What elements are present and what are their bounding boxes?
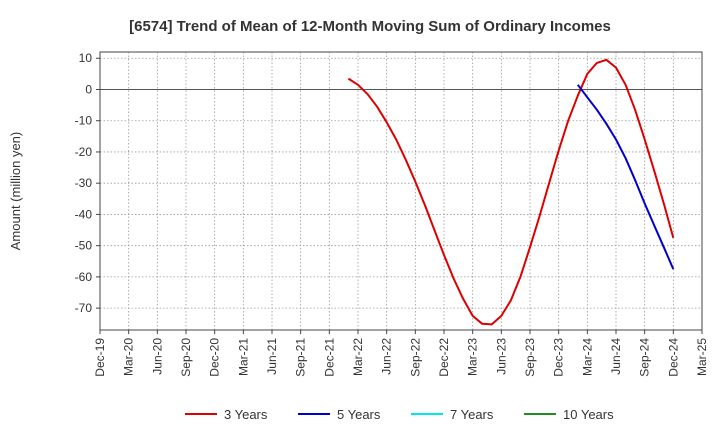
legend-label: 7 Years	[450, 407, 494, 422]
x-tick-label: Mar-24	[580, 338, 594, 376]
x-tick-label: Jun-24	[609, 338, 623, 375]
x-tick-label: Jun-23	[494, 338, 508, 375]
y-tick-label: -60	[75, 270, 93, 284]
x-tick-label: Dec-23	[552, 338, 566, 377]
x-tick-label: Dec-22	[437, 338, 451, 377]
legend-item-3-years: 3 Years	[185, 407, 268, 422]
x-tick-label: Dec-21	[322, 338, 336, 377]
x-tick-label: Mar-22	[351, 338, 365, 376]
legend-item-10-years: 10 Years	[524, 407, 614, 422]
y-tick-label: -20	[75, 145, 93, 159]
y-tick-label: -10	[75, 114, 93, 128]
legend-label: 3 Years	[224, 407, 268, 422]
plot-border	[99, 51, 703, 331]
legend-item-5-years: 5 Years	[298, 407, 381, 422]
y-tick-label: -40	[75, 207, 93, 221]
legend-label: 10 Years	[563, 407, 614, 422]
legend-item-7-years: 7 Years	[411, 407, 494, 422]
x-tick-label: Dec-19	[93, 338, 107, 377]
x-tick-label: Mar-21	[236, 338, 250, 376]
series-lines	[347, 58, 675, 326]
y-tick-label: -50	[75, 239, 93, 253]
y-tick-label: 10	[79, 51, 93, 65]
x-tick-label: Sep-20	[179, 338, 193, 377]
x-tick-label: Sep-23	[523, 338, 537, 377]
x-tick-label: Sep-24	[638, 338, 652, 377]
x-tick-label: Sep-22	[408, 338, 422, 377]
x-tick-label: Jun-21	[265, 338, 279, 375]
chart-title: [6574] Trend of Mean of 12-Month Moving …	[129, 18, 611, 35]
x-tick-label: Dec-24	[666, 338, 680, 377]
y-axis: 10 0 -10 -20 -30 -40 -50 -60 -70	[75, 51, 100, 315]
grid	[99, 52, 703, 330]
y-tick-label: -30	[75, 176, 93, 190]
y-axis-label: Amount (million yen)	[8, 132, 23, 251]
x-tick-label: Mar-25	[695, 338, 709, 376]
legend: 3 Years 5 Years 7 Years 10 Years	[185, 407, 614, 422]
y-tick-label: 0	[85, 82, 92, 96]
plot-frame	[99, 51, 703, 331]
x-tick-label: Mar-23	[466, 338, 480, 376]
series-line-5-years	[577, 84, 675, 270]
x-tick-label: Dec-20	[208, 338, 222, 377]
x-axis: Dec-19 Mar-20 Jun-20 Sep-20 Dec-20 Mar-21 Jun-…	[93, 330, 709, 377]
legend-label: 5 Years	[337, 407, 381, 422]
x-tick-label: Jun-22	[380, 338, 394, 375]
series-line-3-years	[347, 58, 675, 326]
x-tick-label: Sep-21	[294, 338, 308, 377]
y-tick-label: -70	[75, 301, 93, 315]
x-tick-label: Mar-20	[122, 338, 136, 376]
x-tick-label: Jun-20	[150, 338, 164, 375]
